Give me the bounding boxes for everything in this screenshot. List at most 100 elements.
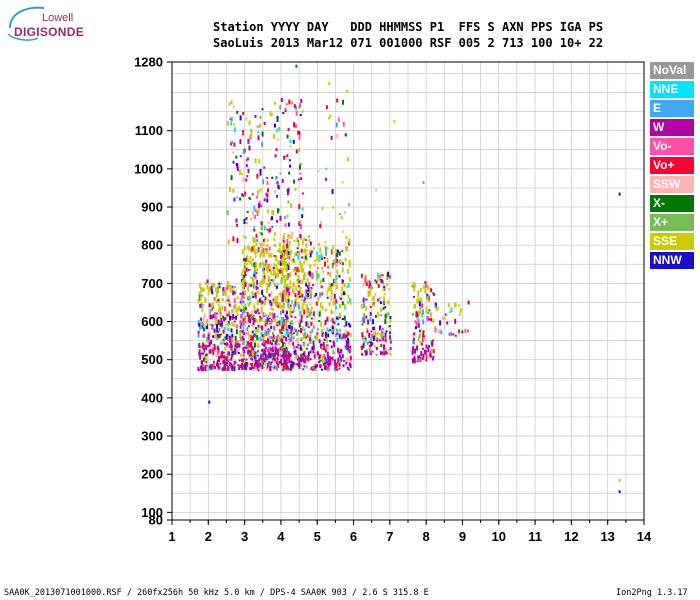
echo-point [266,269,269,274]
echo-point [458,304,461,307]
echo-point [301,214,304,219]
echo-point [246,341,249,344]
echo-point [285,315,288,321]
echo-point [348,259,351,265]
echo-point [223,364,226,368]
echo-point [273,358,275,363]
echo-point [297,241,300,247]
echo-point [233,123,235,126]
echo-point [317,353,319,356]
echo-point [424,288,427,294]
echo-point [198,346,201,348]
echo-point [432,349,435,354]
echo-point [330,248,333,254]
echo-point [255,364,258,370]
echo-point [263,348,266,354]
echo-point [257,206,260,212]
echo-point [300,319,303,323]
echo-point [205,346,208,350]
echo-point [307,326,310,329]
echo-point [244,320,247,323]
echo-point [259,168,262,174]
echo-point [319,309,322,313]
echo-point [232,188,235,193]
echo-point [300,177,303,181]
echo-point [330,296,333,301]
echo-point [282,302,285,305]
echo-point [305,289,308,294]
echo-point [265,261,268,264]
echo-point [258,298,261,303]
echo-point [385,351,388,355]
echo-point [209,348,212,354]
echo-point [266,244,269,247]
echo-point [236,296,239,300]
echo-point [203,327,206,332]
echo-point [326,327,329,332]
echo-point [276,295,279,301]
echo-point [311,328,314,333]
echo-point [293,104,296,109]
echo-point [362,283,365,286]
echo-point [333,342,336,348]
echo-point [293,289,296,294]
echo-point [247,325,250,328]
echo-point [434,327,437,333]
echo-point [323,327,326,331]
echo-point [454,334,457,337]
echo-point [297,301,300,306]
echo-point [243,267,246,272]
echo-point [430,312,433,316]
echo-point [467,329,469,333]
echo-point [334,333,337,337]
echo-point [389,352,392,356]
echo-point [319,224,322,229]
echo-point [618,192,621,196]
legend-item-nnw: NNW [650,252,694,269]
echo-point [300,291,303,295]
echo-point [287,317,290,323]
echo-point [296,331,299,336]
echo-point [276,194,279,198]
echo-point [252,322,255,326]
echo-point [361,332,364,338]
echo-point [256,248,259,254]
echo-point [324,246,327,252]
echo-point [343,315,346,321]
echo-point [308,297,311,300]
echo-point [290,329,293,335]
echo-point [261,108,264,111]
echo-point [309,252,312,257]
echo-point [208,341,211,347]
echo-point [281,317,284,323]
echo-point [276,356,279,361]
echo-point [216,351,219,355]
echo-point [256,195,259,199]
echo-point [270,308,273,311]
echo-point [315,338,318,341]
echo-point [229,118,232,121]
echo-point [274,346,277,352]
echo-point [245,178,248,182]
echo-point [295,355,298,359]
echo-point [322,341,325,347]
legend-item-vo: Vo+ [650,157,694,174]
echo-point [284,223,287,228]
echo-point [361,352,364,356]
echo-point [372,326,375,330]
echo-point [247,247,250,251]
echo-point [262,337,265,340]
echo-point [206,366,209,371]
echo-point [224,367,227,371]
echo-point [362,297,365,303]
echo-point [290,366,292,371]
echo-point [287,297,290,299]
echo-point [434,325,437,328]
echo-point [301,305,304,311]
echo-point [287,265,290,271]
echo-point [239,319,242,325]
echo-point [274,296,277,299]
echo-point [242,280,244,286]
echo-point [330,357,333,360]
echo-point [243,290,246,293]
